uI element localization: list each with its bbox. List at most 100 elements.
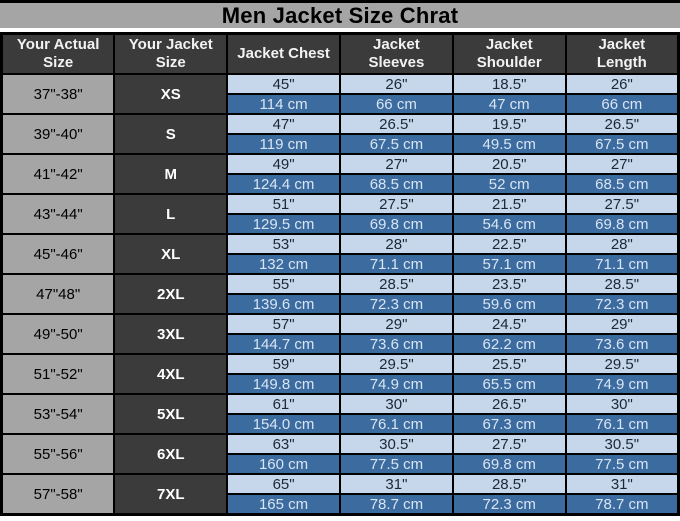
actual-size-cell: 53"-54" <box>0 393 116 435</box>
shoulder-cm-cell: 57.1 cm <box>451 253 567 275</box>
table-row-cm: 154.0 cm 76.1 cm 67.3 cm 76.1 cm <box>2 413 680 435</box>
sleeves-inches-cell: 27" <box>338 153 454 175</box>
length-cm-cell: 78.7 cm <box>564 493 680 516</box>
length-cm-cell: 66 cm <box>564 93 680 115</box>
shoulder-inches-cell: 18.5" <box>451 73 567 95</box>
shoulder-cm-cell: 52 cm <box>451 173 567 195</box>
shoulder-cm-cell: 59.6 cm <box>451 293 567 315</box>
length-cm-cell: 76.1 cm <box>564 413 680 435</box>
table-row-inches: 51"-52" 4XL 59" 29.5" 25.5" 29.5" <box>0 353 680 395</box>
length-inches-cell: 30.5" <box>564 433 680 455</box>
length-cm-cell: 72.3 cm <box>564 293 680 315</box>
length-inches-cell: 28.5" <box>564 273 680 295</box>
table-row-cm: 160 cm 77.5 cm 69.8 cm 77.5 cm <box>2 453 680 475</box>
shoulder-cm-cell: 65.5 cm <box>451 373 567 395</box>
table-row-inches: 55"-56" 6XL 63" 30.5" 27.5" 30.5" <box>0 433 680 475</box>
chest-inches-cell: 45" <box>226 73 341 95</box>
actual-size-cell: 55"-56" <box>0 433 116 475</box>
jacket-size-cell: XS <box>113 73 229 115</box>
jacket-size-cell: 3XL <box>113 313 229 355</box>
shoulder-cm-cell: 69.8 cm <box>451 453 567 475</box>
shoulder-inches-cell: 27.5" <box>451 433 567 455</box>
length-inches-cell: 30" <box>564 393 680 415</box>
chest-cm-cell: 144.7 cm <box>226 333 341 355</box>
table-row-inches: 37"-38" XS 45" 26" 18.5" 26" <box>0 73 680 115</box>
sleeves-inches-cell: 28" <box>338 233 454 255</box>
jacket-size-cell: S <box>113 113 229 155</box>
shoulder-inches-cell: 20.5" <box>451 153 567 175</box>
table-row-inches: 53"-54" 5XL 61" 30" 26.5" 30" <box>0 393 680 435</box>
length-cm-cell: 77.5 cm <box>564 453 680 475</box>
shoulder-cm-cell: 62.2 cm <box>451 333 567 355</box>
sleeves-inches-cell: 28.5" <box>338 273 454 295</box>
jacket-size-cell: XL <box>113 233 229 275</box>
chest-cm-cell: 132 cm <box>226 253 341 275</box>
table-row-inches: 43"-44" L 51" 27.5" 21.5" 27.5" <box>0 193 680 235</box>
table-row-inches: 45"-46" XL 53" 28" 22.5" 28" <box>0 233 680 275</box>
chest-cm-cell: 154.0 cm <box>226 413 341 435</box>
jacket-size-cell: 5XL <box>113 393 229 435</box>
shoulder-inches-cell: 21.5" <box>451 193 567 215</box>
shoulder-inches-cell: 22.5" <box>451 233 567 255</box>
column-header-length: Jacket Length <box>564 32 680 75</box>
chest-cm-cell: 124.4 cm <box>226 173 341 195</box>
actual-size-cell: 45"-46" <box>0 233 116 275</box>
shoulder-inches-cell: 24.5" <box>451 313 567 335</box>
table-body: 37"-38" XS 45" 26" 18.5" 26" 114 cm 66 cm 47 cm 6… <box>0 73 680 516</box>
table-row-cm: 124.4 cm 68.5 cm 52 cm 68.5 cm <box>2 173 680 195</box>
jacket-size-cell: 4XL <box>113 353 229 395</box>
actual-size-cell: 39"-40" <box>0 113 116 155</box>
column-header-actual-size: Your Actual Size <box>0 32 116 75</box>
length-inches-cell: 31" <box>564 473 680 495</box>
chest-inches-cell: 53" <box>226 233 341 255</box>
chest-inches-cell: 49" <box>226 153 341 175</box>
chest-inches-cell: 65" <box>226 473 341 495</box>
shoulder-cm-cell: 49.5 cm <box>451 133 567 155</box>
sleeves-inches-cell: 31" <box>338 473 454 495</box>
length-cm-cell: 69.8 cm <box>564 213 680 235</box>
chest-cm-cell: 119 cm <box>226 133 341 155</box>
sleeves-cm-cell: 72.3 cm <box>338 293 454 315</box>
chest-inches-cell: 47" <box>226 113 341 135</box>
shoulder-inches-cell: 19.5" <box>451 113 567 135</box>
table-row-cm: 165 cm 78.7 cm 72.3 cm 78.7 cm <box>2 493 680 516</box>
actual-size-cell: 57"-58" <box>0 473 116 516</box>
chest-inches-cell: 51" <box>226 193 341 215</box>
shoulder-inches-cell: 25.5" <box>451 353 567 375</box>
actual-size-cell: 37"-38" <box>0 73 116 115</box>
jacket-size-cell: 7XL <box>113 473 229 516</box>
table-row-inches: 41"-42" M 49" 27" 20.5" 27" <box>0 153 680 195</box>
chest-cm-cell: 114 cm <box>226 93 341 115</box>
length-inches-cell: 26" <box>564 73 680 95</box>
length-cm-cell: 68.5 cm <box>564 173 680 195</box>
shoulder-inches-cell: 28.5" <box>451 473 567 495</box>
chest-inches-cell: 57" <box>226 313 341 335</box>
actual-size-cell: 41"-42" <box>0 153 116 195</box>
jacket-size-cell: 6XL <box>113 433 229 475</box>
shoulder-inches-cell: 23.5" <box>451 273 567 295</box>
table-row-cm: 119 cm 67.5 cm 49.5 cm 67.5 cm <box>2 133 680 155</box>
sleeves-cm-cell: 74.9 cm <box>338 373 454 395</box>
shoulder-inches-cell: 26.5" <box>451 393 567 415</box>
actual-size-cell: 51"-52" <box>0 353 116 395</box>
length-inches-cell: 28" <box>564 233 680 255</box>
shoulder-cm-cell: 47 cm <box>451 93 567 115</box>
page-title: Men Jacket Size Chrat <box>0 0 680 28</box>
table-row-inches: 47"48" 2XL 55" 28.5" 23.5" 28.5" <box>0 273 680 315</box>
table-row-inches: 49"-50" 3XL 57" 29" 24.5" 29" <box>0 313 680 355</box>
sleeves-inches-cell: 26" <box>338 73 454 95</box>
size-chart-table: Your Actual Size Your Jacket Size Jacket C… <box>0 32 680 516</box>
length-inches-cell: 26.5" <box>564 113 680 135</box>
jacket-size-cell: L <box>113 193 229 235</box>
length-inches-cell: 27" <box>564 153 680 175</box>
length-cm-cell: 73.6 cm <box>564 333 680 355</box>
sleeves-cm-cell: 68.5 cm <box>338 173 454 195</box>
chest-cm-cell: 160 cm <box>226 453 341 475</box>
jacket-size-cell: M <box>113 153 229 195</box>
table-row-cm: 149.8 cm 74.9 cm 65.5 cm 74.9 cm <box>2 373 680 395</box>
table-row-cm: 129.5 cm 69.8 cm 54.6 cm 69.8 cm <box>2 213 680 235</box>
column-header-chest: Jacket Chest <box>226 32 341 75</box>
table-row-cm: 132 cm 71.1 cm 57.1 cm 71.1 cm <box>2 253 680 275</box>
length-inches-cell: 29.5" <box>564 353 680 375</box>
sleeves-inches-cell: 29.5" <box>338 353 454 375</box>
